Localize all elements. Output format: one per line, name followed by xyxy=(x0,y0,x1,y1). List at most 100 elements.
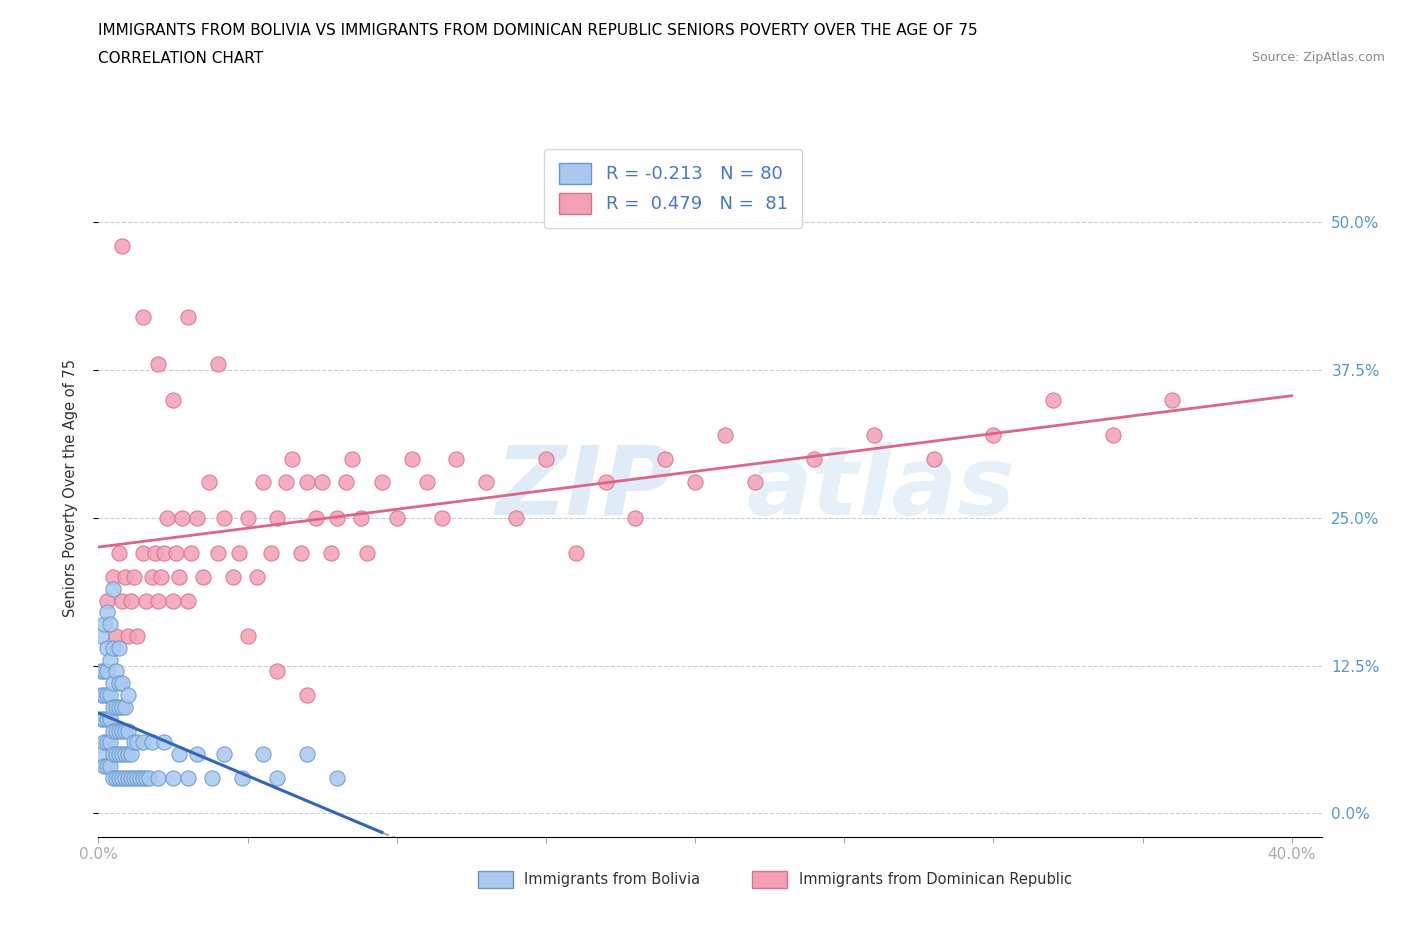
Point xyxy=(654,451,676,466)
Point xyxy=(290,546,312,561)
Point xyxy=(98,652,121,667)
Y-axis label: Seniors Poverty Over the Age of 75: Seniors Poverty Over the Age of 75 xyxy=(63,359,77,618)
Point xyxy=(177,593,200,608)
Point xyxy=(297,475,319,490)
Text: CORRELATION CHART: CORRELATION CHART xyxy=(98,51,263,66)
Point xyxy=(863,428,886,443)
Point xyxy=(143,546,166,561)
Point xyxy=(96,593,118,608)
Point xyxy=(162,770,184,785)
Point xyxy=(105,770,128,785)
Point xyxy=(141,735,163,750)
Point xyxy=(93,711,115,726)
Point xyxy=(446,451,468,466)
Point xyxy=(624,511,647,525)
Point xyxy=(340,451,363,466)
Point xyxy=(321,546,343,561)
Point xyxy=(114,724,136,738)
Point xyxy=(266,770,288,785)
Point xyxy=(90,711,112,726)
Point xyxy=(132,735,155,750)
Point xyxy=(108,676,131,691)
Point xyxy=(305,511,328,525)
Point xyxy=(245,569,267,584)
Text: Source: ZipAtlas.com: Source: ZipAtlas.com xyxy=(1251,51,1385,64)
Point xyxy=(114,699,136,714)
Point xyxy=(117,724,139,738)
Point xyxy=(111,593,134,608)
Point xyxy=(105,747,128,762)
Point xyxy=(114,747,136,762)
Point xyxy=(350,511,373,525)
Point xyxy=(96,759,118,774)
Point xyxy=(98,759,121,774)
Point xyxy=(167,569,190,584)
Point xyxy=(96,641,118,656)
Point xyxy=(96,664,118,679)
Text: Immigrants from Bolivia: Immigrants from Bolivia xyxy=(524,872,700,887)
Point xyxy=(105,724,128,738)
Point xyxy=(93,735,115,750)
Point xyxy=(186,747,208,762)
Point xyxy=(180,546,202,561)
Point xyxy=(135,593,157,608)
Point xyxy=(108,724,131,738)
Point xyxy=(311,475,333,490)
Point xyxy=(475,475,498,490)
Point xyxy=(93,759,115,774)
Point xyxy=(103,699,125,714)
Point xyxy=(207,546,229,561)
Point xyxy=(108,546,131,561)
Point xyxy=(120,770,142,785)
Point xyxy=(326,511,349,525)
Point xyxy=(96,604,118,619)
Point xyxy=(150,569,173,584)
Point xyxy=(93,687,115,702)
Point xyxy=(165,546,187,561)
Point xyxy=(714,428,737,443)
Point xyxy=(156,511,179,525)
Text: Immigrants from Dominican Republic: Immigrants from Dominican Republic xyxy=(799,872,1071,887)
Point xyxy=(167,747,190,762)
Point xyxy=(153,546,176,561)
Point xyxy=(93,617,115,631)
Point xyxy=(371,475,394,490)
Point xyxy=(983,428,1005,443)
Point xyxy=(565,546,588,561)
Point xyxy=(103,676,125,691)
Point xyxy=(177,770,200,785)
Point xyxy=(90,664,112,679)
Point xyxy=(114,770,136,785)
Text: ZIP: ZIP xyxy=(495,442,673,535)
Point xyxy=(162,392,184,407)
Point xyxy=(98,735,121,750)
Point xyxy=(120,747,142,762)
Point xyxy=(127,770,149,785)
Point xyxy=(138,770,160,785)
Text: IMMIGRANTS FROM BOLIVIA VS IMMIGRANTS FROM DOMINICAN REPUBLIC SENIORS POVERTY OV: IMMIGRANTS FROM BOLIVIA VS IMMIGRANTS FR… xyxy=(98,23,979,38)
Point xyxy=(683,475,706,490)
Point xyxy=(186,511,208,525)
Point xyxy=(505,511,527,525)
Legend: R = -0.213   N = 80, R =  0.479   N =  81: R = -0.213 N = 80, R = 0.479 N = 81 xyxy=(544,149,803,228)
Point xyxy=(127,629,149,644)
Point xyxy=(141,569,163,584)
Point xyxy=(201,770,224,785)
Point xyxy=(108,770,131,785)
Point xyxy=(326,770,349,785)
Point xyxy=(103,770,125,785)
Point xyxy=(96,735,118,750)
Point xyxy=(129,770,152,785)
Point xyxy=(111,676,134,691)
Point xyxy=(162,593,184,608)
Point xyxy=(117,629,139,644)
Point xyxy=(212,747,235,762)
Point xyxy=(98,687,121,702)
Point xyxy=(385,511,408,525)
Point xyxy=(146,770,169,785)
Point xyxy=(207,357,229,372)
Point xyxy=(415,475,437,490)
Point xyxy=(356,546,378,561)
Point xyxy=(252,475,274,490)
Point xyxy=(96,711,118,726)
